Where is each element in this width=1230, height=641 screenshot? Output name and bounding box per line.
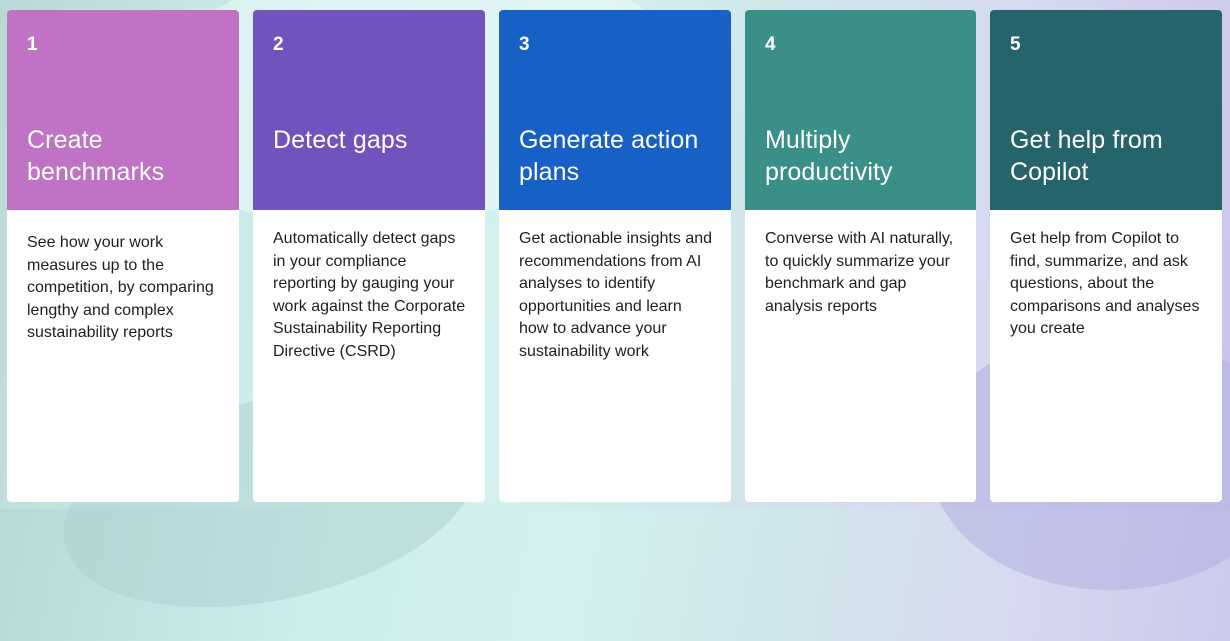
card-number: 2	[273, 34, 284, 55]
feature-card-multiply-productivity: 4 Multiply productivity Converse with AI…	[745, 10, 976, 502]
card-header: 1 Create benchmarks	[7, 10, 239, 210]
card-title: Detect gaps	[273, 126, 408, 154]
card-number: 5	[1010, 34, 1021, 55]
card-number: 3	[519, 34, 530, 55]
feature-card-detect-gaps: 2 Detect gaps Automatically detect gaps …	[253, 10, 485, 502]
card-description: Converse with AI naturally, to quickly s…	[765, 230, 954, 315]
card-number: 1	[27, 34, 38, 55]
card-header: 5 Get help from Copilot	[990, 10, 1222, 210]
card-description: Automatically detect gaps in your compli…	[273, 230, 466, 360]
feature-cards: 1 Create benchmarks See how your work me…	[7, 10, 1222, 502]
card-title: Generate action plans	[519, 126, 699, 186]
card-title: Create benchmarks	[27, 126, 165, 186]
card-header: 2 Detect gaps	[253, 10, 485, 210]
feature-card-create-benchmarks: 1 Create benchmarks See how your work me…	[7, 10, 239, 502]
card-number: 4	[765, 34, 776, 55]
card-description: Get actionable insights and recommendati…	[519, 230, 713, 360]
card-title: Multiply productivity	[765, 126, 893, 186]
feature-card-generate-action-plans: 3 Generate action plans Get actionable i…	[499, 10, 731, 502]
card-header: 3 Generate action plans	[499, 10, 731, 210]
card-description: Get help from Copilot to find, summarize…	[1010, 230, 1200, 337]
card-title: Get help from Copilot	[1010, 126, 1163, 186]
card-description: See how your work measures up to the com…	[27, 234, 214, 341]
card-header: 4 Multiply productivity	[745, 10, 976, 210]
feature-card-get-help-from-copilot: 5 Get help from Copilot Get help from Co…	[990, 10, 1222, 502]
